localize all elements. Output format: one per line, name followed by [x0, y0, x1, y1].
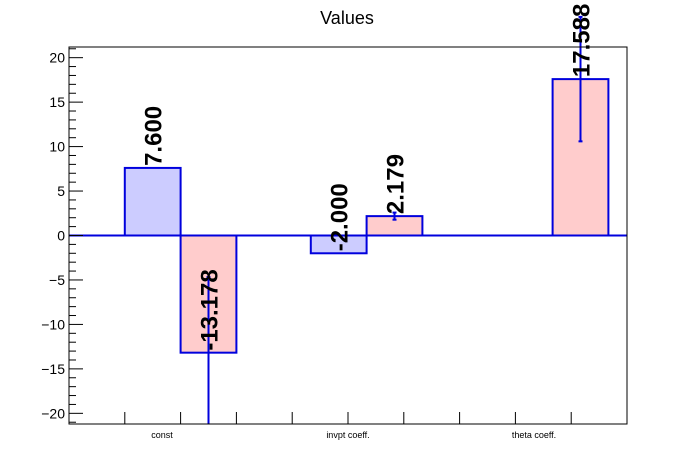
bar-0	[123, 166, 182, 237]
y-tick-label: 10	[49, 139, 65, 155]
data-labels-layer: 7.600 -13.178 -2.000 2.179 17.588	[141, 4, 596, 351]
data-label-3: 2.179	[383, 154, 410, 214]
data-label-1: -13.178	[197, 269, 224, 350]
bars-layer	[123, 15, 610, 424]
y-tick-label: −10	[41, 316, 65, 332]
y-tick-label: −5	[49, 272, 65, 288]
y-tick-label: 20	[49, 50, 65, 66]
y-tick-label: 5	[57, 183, 65, 199]
x-tick-label: theta coeff.	[512, 430, 556, 440]
data-label-4: 17.588	[569, 4, 596, 77]
y-tick-label: −15	[41, 361, 65, 377]
x-tick-label: invpt coeff.	[326, 430, 369, 440]
data-label-0: 7.600	[141, 106, 168, 166]
chart-title: Values	[320, 8, 374, 28]
data-label-2: -2.000	[327, 183, 354, 251]
y-tick-label: −20	[41, 405, 65, 421]
axes-layer: −20 −15 −10 −5 0 5 10 15 20 const invpt coeff. thet…	[41, 46, 628, 440]
y-tick-label: 0	[57, 228, 65, 244]
y-tick-label: 15	[49, 94, 65, 110]
x-tick-label: const	[151, 430, 173, 440]
